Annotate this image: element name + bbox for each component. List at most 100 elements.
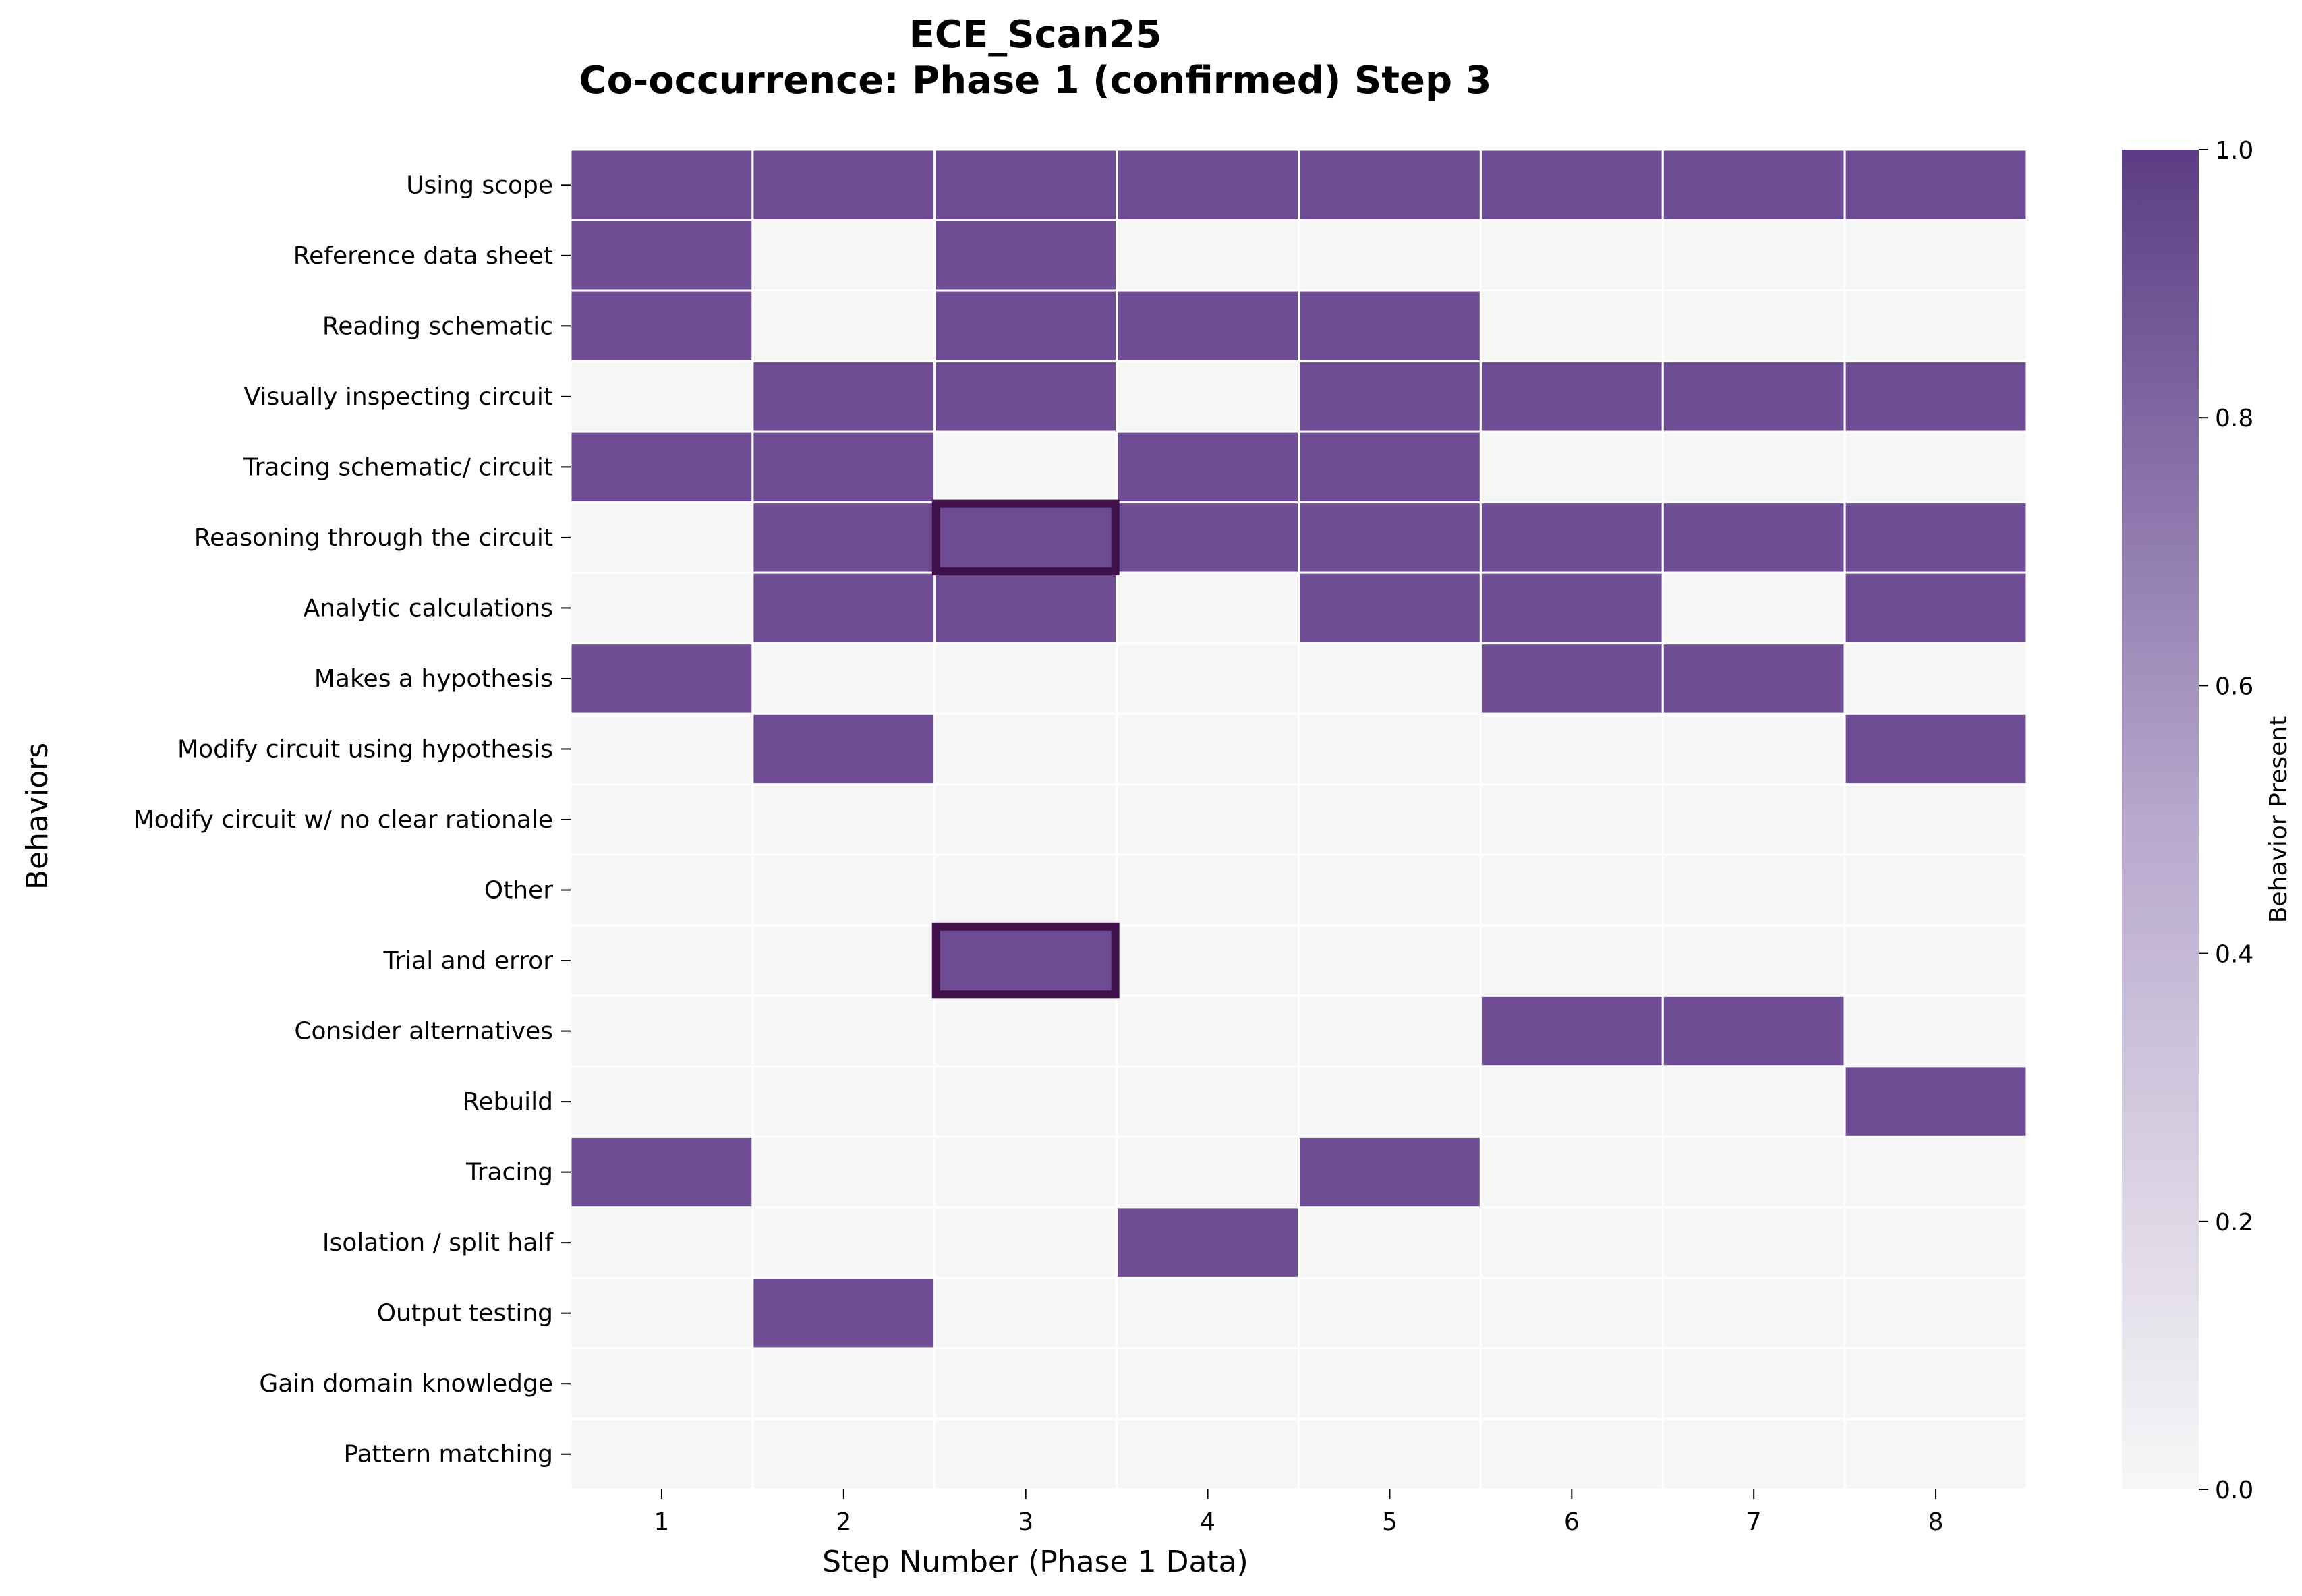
y-tick-label: Consider alternatives [294, 1018, 553, 1046]
cell-reference-data-sheet-step-7 [1661, 219, 1846, 292]
cell-reading-schematic-step-6 [1479, 289, 1664, 363]
cell-rebuild-step-5 [1298, 1065, 1482, 1138]
cell-other-step-2 [751, 853, 936, 927]
cell-output-testing-step-5 [1298, 1276, 1482, 1350]
cell-reference-data-sheet-step-3 [933, 219, 1118, 292]
cell-isolation-split-half-step-6 [1479, 1206, 1664, 1279]
cell-analytic-calculations-step-2 [751, 571, 936, 645]
x-tick-label: 3 [1018, 1508, 1033, 1536]
cell-modify-circuit-w-no-clear-rationale-step-3 [933, 783, 1118, 856]
cell-modify-circuit-using-hypothesis-step-7 [1661, 712, 1846, 786]
chart-title-line1: ECE_Scan25 [909, 13, 1162, 57]
cell-reading-schematic-step-3 [933, 289, 1118, 363]
cell-analytic-calculations-step-6 [1479, 571, 1664, 645]
cell-tracing-schematic-circuit-step-1 [569, 430, 754, 504]
cell-analytic-calculations-step-3 [933, 571, 1118, 645]
cell-gain-domain-knowledge-step-8 [1843, 1347, 2028, 1420]
cell-trial-and-error-step-1 [569, 924, 754, 997]
cell-visually-inspecting-circuit-step-7 [1661, 360, 1846, 433]
cell-consider-alternatives-step-2 [751, 994, 936, 1068]
cell-consider-alternatives-step-7 [1661, 994, 1846, 1068]
cell-analytic-calculations-step-4 [1116, 571, 1300, 645]
cell-rebuild-step-3 [933, 1065, 1118, 1138]
cell-tracing-schematic-circuit-step-8 [1843, 430, 2028, 504]
cell-using-scope-step-5 [1298, 148, 1482, 222]
x-tick-label: 2 [836, 1508, 851, 1536]
cell-isolation-split-half-step-5 [1298, 1206, 1482, 1279]
cell-pattern-matching-step-2 [751, 1417, 936, 1491]
cell-reading-schematic-step-4 [1116, 289, 1300, 363]
cell-modify-circuit-using-hypothesis-step-1 [569, 712, 754, 786]
cell-visually-inspecting-circuit-step-3 [933, 360, 1118, 433]
cell-tracing-step-2 [751, 1135, 936, 1209]
y-tick-label: Modify circuit using hypothesis [177, 735, 553, 763]
cell-visually-inspecting-circuit-step-1 [569, 360, 754, 433]
cell-trial-and-error-step-7 [1661, 924, 1846, 997]
cell-makes-a-hypothesis-step-6 [1479, 642, 1664, 715]
cell-analytic-calculations-step-8 [1843, 571, 2028, 645]
x-axis-ticks: 1 2 3 4 5 6 7 8 [654, 1489, 1944, 1536]
cell-isolation-split-half-step-8 [1843, 1206, 2028, 1279]
cell-reference-data-sheet-step-1 [569, 219, 754, 292]
cell-gain-domain-knowledge-step-5 [1298, 1347, 1482, 1420]
cell-reasoning-through-the-circuit-step-6 [1479, 501, 1664, 574]
cell-modify-circuit-using-hypothesis-step-3 [933, 712, 1118, 786]
cell-isolation-split-half-step-4 [1116, 1206, 1300, 1279]
y-tick-label: Tracing schematic/ circuit [243, 453, 553, 481]
cell-consider-alternatives-step-1 [569, 994, 754, 1068]
cell-rebuild-step-8 [1843, 1065, 2028, 1138]
cell-pattern-matching-step-7 [1661, 1417, 1846, 1491]
cell-reasoning-through-the-circuit-step-3 [933, 501, 1118, 574]
x-tick-label: 6 [1564, 1508, 1580, 1536]
cell-gain-domain-knowledge-step-2 [751, 1347, 936, 1420]
colorbar-tick-label: 1.0 [2215, 137, 2253, 165]
cell-pattern-matching-step-8 [1843, 1417, 2028, 1491]
cell-consider-alternatives-step-8 [1843, 994, 2028, 1068]
cell-other-step-7 [1661, 853, 1846, 927]
cell-reasoning-through-the-circuit-step-8 [1843, 501, 2028, 574]
cell-consider-alternatives-step-5 [1298, 994, 1482, 1068]
cell-tracing-step-7 [1661, 1135, 1846, 1209]
colorbar-tick-label: 0.2 [2215, 1209, 2253, 1236]
y-tick-label: Pattern matching [344, 1441, 553, 1469]
cell-reading-schematic-step-2 [751, 289, 936, 363]
cell-using-scope-step-1 [569, 148, 754, 222]
y-tick-label: Gain domain knowledge [259, 1370, 553, 1398]
highlight-reasoning-through-the-circuit-step-3 [931, 499, 1120, 576]
y-tick-label: Modify circuit w/ no clear rationale [134, 806, 553, 834]
cell-visually-inspecting-circuit-step-8 [1843, 360, 2028, 433]
cell-output-testing-step-7 [1661, 1276, 1846, 1350]
cell-rebuild-step-4 [1116, 1065, 1300, 1138]
cell-gain-domain-knowledge-step-3 [933, 1347, 1118, 1420]
cell-using-scope-step-4 [1116, 148, 1300, 222]
y-axis-label: Behaviors [20, 743, 55, 890]
cell-using-scope-step-8 [1843, 148, 2028, 222]
cell-reasoning-through-the-circuit-step-5 [1298, 501, 1482, 574]
cell-reasoning-through-the-circuit-step-2 [751, 501, 936, 574]
cell-tracing-schematic-circuit-step-6 [1479, 430, 1664, 504]
cell-reference-data-sheet-step-8 [1843, 219, 2028, 292]
cell-rebuild-step-2 [751, 1065, 936, 1138]
cell-modify-circuit-using-hypothesis-step-2 [751, 712, 936, 786]
highlight-trial-and-error-step-3 [931, 922, 1120, 999]
cell-output-testing-step-6 [1479, 1276, 1664, 1350]
cell-rebuild-step-6 [1479, 1065, 1664, 1138]
colorbar [2122, 150, 2199, 1489]
cell-gain-domain-knowledge-step-1 [569, 1347, 754, 1420]
cell-other-step-8 [1843, 853, 2028, 927]
cell-modify-circuit-w-no-clear-rationale-step-2 [751, 783, 936, 856]
cell-makes-a-hypothesis-step-5 [1298, 642, 1482, 715]
cell-modify-circuit-w-no-clear-rationale-step-4 [1116, 783, 1300, 856]
cell-reasoning-through-the-circuit-step-4 [1116, 501, 1300, 574]
x-tick-label: 4 [1200, 1508, 1215, 1536]
colorbar-tick-label: 0.6 [2215, 673, 2253, 700]
cell-using-scope-step-7 [1661, 148, 1846, 222]
x-tick-label: 7 [1746, 1508, 1762, 1536]
y-tick-label: Reading schematic [322, 312, 553, 340]
cell-consider-alternatives-step-3 [933, 994, 1118, 1068]
cell-isolation-split-half-step-7 [1661, 1206, 1846, 1279]
cell-visually-inspecting-circuit-step-2 [751, 360, 936, 433]
cell-tracing-step-3 [933, 1135, 1118, 1209]
cell-trial-and-error-step-3 [933, 924, 1118, 997]
cell-modify-circuit-using-hypothesis-step-4 [1116, 712, 1300, 786]
